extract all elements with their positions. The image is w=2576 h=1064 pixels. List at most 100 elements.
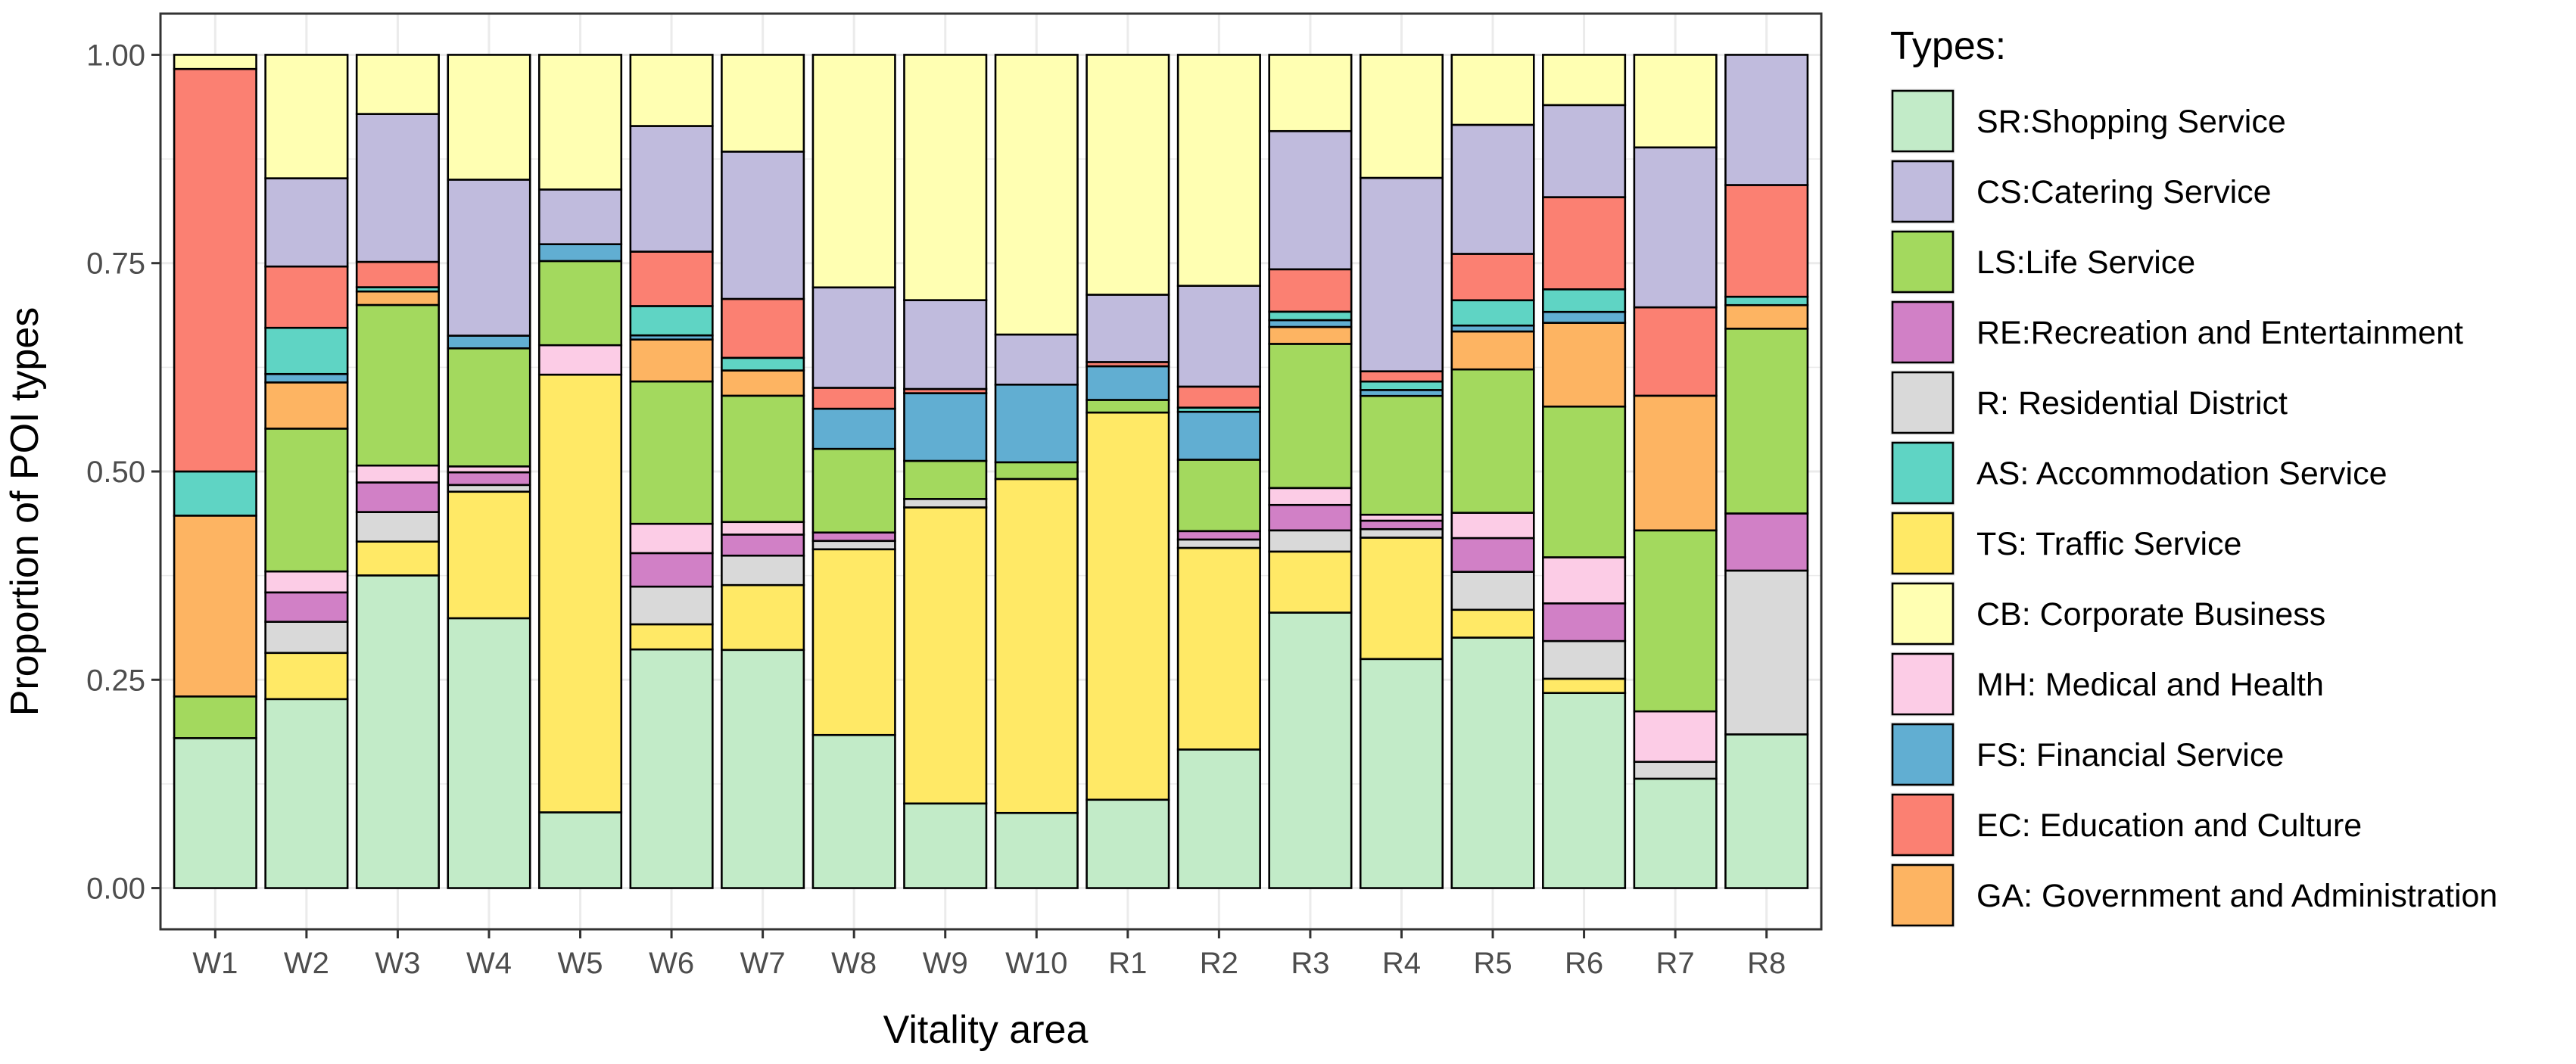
legend-label-ec: EC: Education and Culture bbox=[1976, 807, 2362, 844]
x-tick-label: W6 bbox=[649, 947, 694, 980]
legend-swatch-as bbox=[1891, 441, 1955, 505]
bar-segment-w6-sr bbox=[629, 648, 714, 889]
bar-segment-r7-sr bbox=[1633, 777, 1718, 889]
bar-segment-w7-ec bbox=[721, 297, 805, 359]
bar-segment-r7-ec bbox=[1633, 306, 1718, 397]
x-axis-title: Vitality area bbox=[883, 1008, 1089, 1052]
bar-segment-r6-mh bbox=[1542, 556, 1627, 605]
bar-segment-w2-sr bbox=[264, 698, 349, 889]
bar-segment-w5-ls bbox=[537, 260, 623, 347]
bar-segment-r1-ts bbox=[1086, 411, 1170, 801]
bar-segment-w9-ts bbox=[903, 506, 988, 805]
bar-segment-r3-sr bbox=[1268, 611, 1353, 889]
bar-segment-r6-ts bbox=[1542, 677, 1627, 695]
bar-segment-w3-ga bbox=[355, 290, 440, 306]
bar-segment-w7-ga bbox=[721, 369, 805, 397]
bar-segment-r3-ts bbox=[1268, 550, 1353, 614]
bar-segment-w6-ls bbox=[629, 380, 714, 525]
bar-segment-w9-ls bbox=[903, 459, 988, 500]
y-tick-label: 1.00 bbox=[86, 39, 145, 72]
bar-segment-w8-fs bbox=[811, 407, 896, 450]
y-tick-label: 0.25 bbox=[86, 664, 145, 697]
bar-segment-r8-cs bbox=[1724, 54, 1809, 186]
bar-segment-w10-cs bbox=[994, 333, 1079, 386]
bar-segment-r3-as bbox=[1268, 310, 1353, 322]
bar-segment-w2-as bbox=[264, 326, 349, 375]
bar-segment-w7-as bbox=[721, 356, 805, 372]
x-tick-label: R4 bbox=[1382, 947, 1421, 980]
bar-segment-r4-cb bbox=[1359, 54, 1444, 179]
bar-segment-w6-mh bbox=[629, 522, 714, 555]
bar-segment-w10-fs bbox=[994, 383, 1079, 464]
bar-segment-w2-cs bbox=[264, 177, 349, 268]
bar-segment-r5-cb bbox=[1450, 54, 1535, 126]
bar-segment-w6-re bbox=[629, 552, 714, 588]
legend-label-ga: GA: Government and Administration bbox=[1976, 878, 2497, 914]
bar-segment-r1-fs bbox=[1086, 365, 1170, 401]
bar-segment-w9-r bbox=[903, 498, 988, 509]
bar-segment-r6-fs bbox=[1542, 310, 1627, 324]
bar-segment-w7-re bbox=[721, 534, 805, 557]
bar-segment-w4-cs bbox=[447, 179, 531, 337]
bar-segment-w8-ts bbox=[811, 548, 896, 736]
bar-segment-w8-ec bbox=[811, 387, 896, 410]
bar-segment-r2-ts bbox=[1176, 546, 1261, 751]
bar-segment-r4-r bbox=[1359, 527, 1444, 539]
bar-segment-w1-sr bbox=[173, 737, 257, 889]
legend-label-mh: MH: Medical and Health bbox=[1976, 667, 2324, 703]
bar-segment-r2-re bbox=[1176, 530, 1261, 541]
bar-segment-r7-mh bbox=[1633, 710, 1718, 764]
legend-swatch-ls bbox=[1891, 230, 1955, 294]
bar-segment-r4-cs bbox=[1359, 176, 1444, 372]
x-tick-label: W2 bbox=[284, 947, 329, 980]
bar-segment-r5-r bbox=[1450, 571, 1535, 611]
x-tick-label: W4 bbox=[466, 947, 512, 980]
bar-segment-w6-r bbox=[629, 585, 714, 626]
legend-swatch-r bbox=[1891, 371, 1955, 434]
bar-segment-w7-ls bbox=[721, 394, 805, 524]
bar-segment-w2-ts bbox=[264, 652, 349, 701]
bar-segment-w1-ls bbox=[173, 695, 257, 739]
bar-segment-r7-cs bbox=[1633, 146, 1718, 309]
bar-segment-r5-as bbox=[1450, 299, 1535, 327]
bar-segment-w2-mh bbox=[264, 570, 349, 594]
bar-segment-r6-cs bbox=[1542, 104, 1627, 198]
legend-label-re: RE:Recreation and Entertainment bbox=[1976, 315, 2463, 351]
x-tick-label: R6 bbox=[1565, 947, 1603, 980]
bar-segment-r5-re bbox=[1450, 537, 1535, 573]
bar-segment-r1-cs bbox=[1086, 294, 1170, 363]
bar-segment-w6-ga bbox=[629, 338, 714, 383]
bar-segment-r2-r bbox=[1176, 538, 1261, 549]
bar-segment-r8-re bbox=[1724, 512, 1809, 572]
bar-segment-r5-ls bbox=[1450, 368, 1535, 514]
bar-segment-r4-as bbox=[1359, 380, 1444, 391]
bar-segment-w1-cb bbox=[173, 54, 257, 70]
bar-segment-w5-ts bbox=[537, 373, 623, 814]
bar-segment-r8-ga bbox=[1724, 303, 1809, 330]
legend-swatch-cb bbox=[1891, 582, 1955, 646]
bar-segment-r2-cb bbox=[1176, 54, 1261, 287]
bar-segment-w7-ts bbox=[721, 583, 805, 652]
bar-segment-r7-cb bbox=[1633, 54, 1718, 149]
plot-area: 0.00 0.25 0.50 0.75 1.00 W1 W2 W3 W4 W5 W6 W7 W8 W9 W1… bbox=[86, 12, 1823, 980]
bar-segment-r6-re bbox=[1542, 602, 1627, 642]
bar-segment-w9-cs bbox=[903, 299, 988, 390]
bar-segment-w8-r bbox=[811, 540, 896, 551]
y-tick-label: 0.75 bbox=[86, 247, 145, 281]
bar-segment-w7-sr bbox=[721, 649, 805, 889]
bar-segment-r7-ls bbox=[1633, 529, 1718, 713]
bar-segment-w4-re bbox=[447, 471, 531, 487]
bar-segment-w2-fs bbox=[264, 372, 349, 384]
legend-swatch-cs bbox=[1891, 160, 1955, 223]
bar-segment-w4-cb bbox=[447, 54, 531, 181]
legend-swatch-ga bbox=[1891, 863, 1955, 927]
bar-segment-r3-cb bbox=[1268, 54, 1353, 132]
bar-segment-r7-ga bbox=[1633, 394, 1718, 532]
bar-segment-r5-mh bbox=[1450, 512, 1535, 540]
bar-segment-r5-cs bbox=[1450, 123, 1535, 255]
legend-swatch-mh bbox=[1891, 652, 1955, 716]
bar-segment-w10-sr bbox=[994, 811, 1079, 889]
bar-segment-w5-sr bbox=[537, 811, 623, 889]
bar-segment-w4-sr bbox=[447, 617, 531, 889]
legend-label-ts: TS: Traffic Service bbox=[1976, 526, 2241, 562]
